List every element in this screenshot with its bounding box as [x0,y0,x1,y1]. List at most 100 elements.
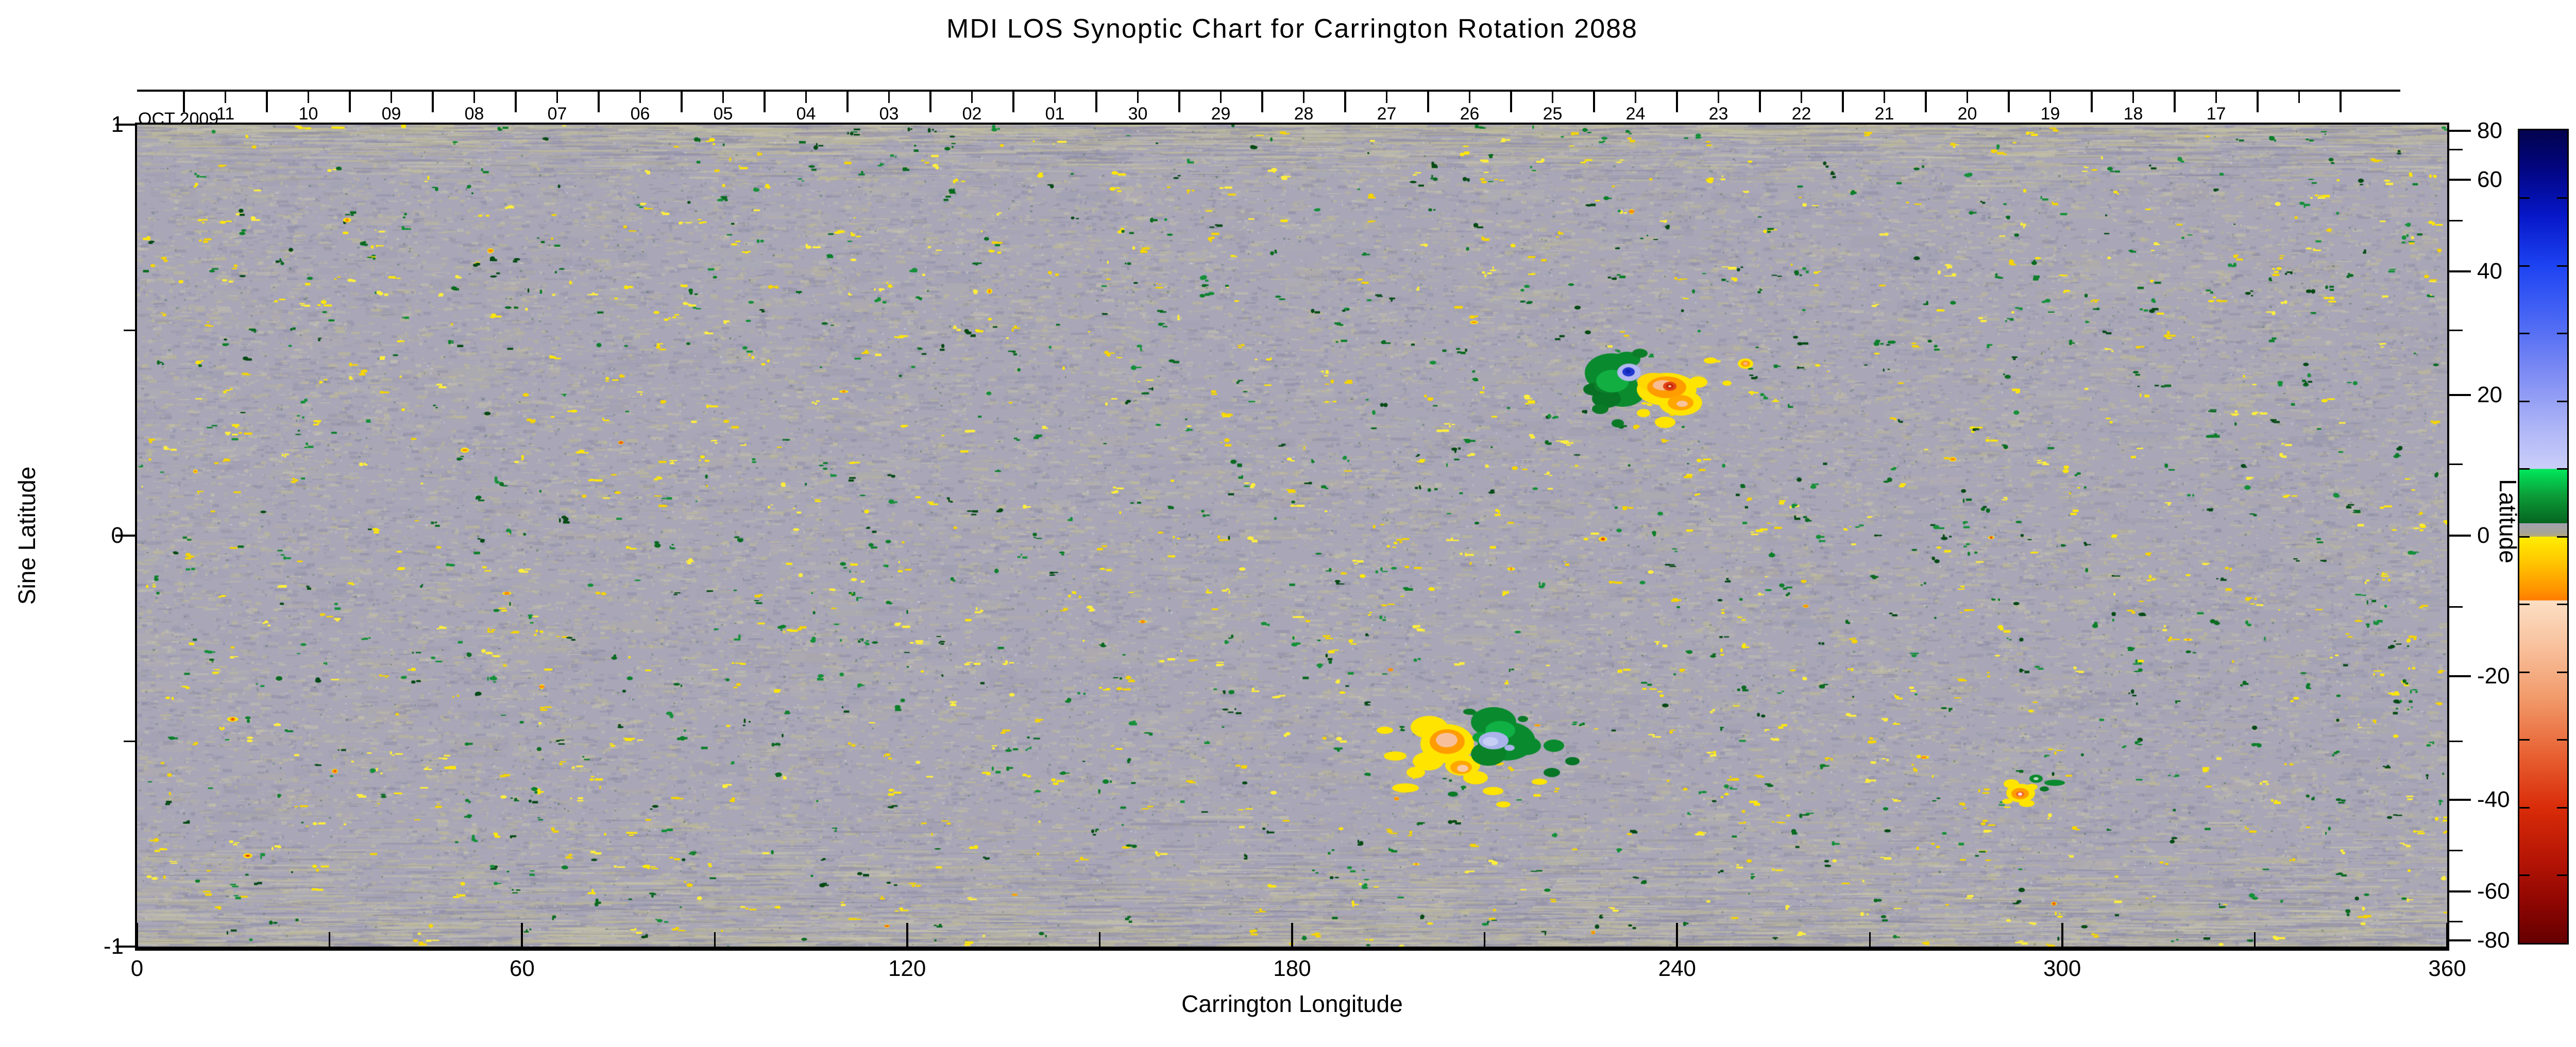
date-tick-label: 02 [962,104,982,124]
date-tick-major [1427,90,1429,112]
latitude-tick-label: 20 [2477,382,2502,408]
colorbar-tick-right [2557,671,2567,673]
colorbar-tick-left [2519,400,2530,402]
latitude-tick-major [2449,178,2471,181]
date-tick-minor [2298,90,2300,103]
date-tick-label: 01 [1045,104,1065,124]
latitude-tick-minor [2449,921,2463,923]
latitude-tick-major [2449,394,2471,397]
latitude-tick-minor [2449,740,2463,742]
latitude-tick-minor [2449,148,2463,150]
date-tick-label: 19 [2040,104,2060,124]
longitude-tick-label: 60 [509,956,535,981]
date-tick-minor [391,90,392,103]
date-tick-minor [1386,90,1387,103]
longitude-tick-minor [1098,932,1100,947]
date-tick-label: 29 [1211,104,1231,124]
date-tick-label: 17 [2206,104,2226,124]
date-tick-minor [722,90,724,103]
date-tick-major [1593,90,1595,112]
colorbar-tick-left [2519,265,2530,267]
longitude-tick-minor [714,932,716,947]
latitude-tick-minor [2449,849,2463,851]
sine-tick-minor [124,740,137,742]
plot-area [135,123,2449,951]
date-tick-major [1759,90,1761,112]
longitude-tick-minor [329,932,331,947]
date-tick-major [1178,90,1180,112]
sine-tick-major [115,124,137,126]
date-tick-label: 22 [1791,104,1811,124]
colorbar-tick-left [2519,671,2530,673]
date-tick-major [1842,90,1844,112]
colorbar-tick-left [2519,806,2530,809]
latitude-tick-minor [2449,329,2463,331]
colorbar-tick-right [2557,400,2567,402]
latitude-tick-major [2449,130,2471,132]
longitude-tick-minor [1869,932,1871,947]
latitude-tick-label: 40 [2477,259,2502,284]
colorbar-tick-left [2519,604,2530,605]
date-tick-label: 08 [464,104,484,124]
longitude-tick-major [906,923,908,947]
latitude-tick-label: -20 [2477,663,2510,689]
sine-tick-label: -1 [103,934,124,959]
chart-title: MDI LOS Synoptic Chart for Carrington Ro… [946,14,1638,44]
latitude-tick-major [2449,939,2471,941]
date-tick-minor [1967,90,1968,103]
date-tick-minor [2049,90,2051,103]
colorbar-tick-right [2557,265,2567,267]
colorbar-tick-right [2557,197,2567,199]
longitude-tick-major [521,923,523,947]
longitude-tick-label: 180 [1273,956,1311,981]
date-tick-label: 18 [2123,104,2143,124]
colorbar-tick-left [2519,739,2530,741]
date-tick-major [1344,90,1346,112]
date-tick-major [1925,90,1927,112]
date-tick-minor [1635,90,1636,103]
date-tick-label: 04 [796,104,816,124]
longitude-tick-label: 300 [2043,956,2081,981]
latitude-tick-major [2449,798,2471,801]
date-tick-major [183,90,185,112]
colorbar-tick-left [2519,874,2530,876]
longitude-tick-major [2061,923,2063,947]
left-axis-title: Sine Latitude [13,466,40,605]
date-tick-major [2091,90,2093,112]
date-tick-label: 24 [1625,104,1646,124]
date-tick-label: 05 [713,104,733,124]
longitude-tick-major [136,923,138,947]
latitude-tick-label: -40 [2477,786,2510,812]
longitude-tick-major [1291,923,1293,947]
date-tick-minor [1220,90,1222,103]
x-axis-title: Carrington Longitude [1181,990,1403,1017]
date-tick-minor [1054,90,1056,103]
date-tick-label: 11 [216,104,235,124]
date-tick-major [2174,90,2176,112]
colorbar-tick-right [2557,536,2567,538]
date-tick-label: 21 [1874,104,1894,124]
date-tick-label: 20 [1957,104,1977,124]
date-tick-label: 10 [298,104,318,124]
date-tick-major [681,90,683,112]
colorbar-tick-right [2557,333,2567,334]
sine-tick-minor [124,329,137,331]
latitude-tick-major [2449,535,2471,537]
latitude-tick-major [2449,890,2471,893]
latitude-tick-major [2449,270,2471,273]
colorbar-tick-right [2557,874,2567,876]
date-tick-minor [308,90,309,103]
colorbar-tick-left [2519,197,2530,199]
date-tick-major [929,90,931,112]
date-tick-label: 06 [630,104,650,124]
latitude-tick-minor [2449,220,2463,222]
date-tick-major [2008,90,2010,112]
date-tick-major [1676,90,1678,112]
date-tick-label: 23 [1708,104,1728,124]
sine-tick-major [115,946,137,948]
date-tick-minor [2215,90,2217,103]
date-tick-minor [1552,90,1553,103]
date-tick-major [432,90,434,112]
longitude-tick-minor [2253,932,2256,947]
